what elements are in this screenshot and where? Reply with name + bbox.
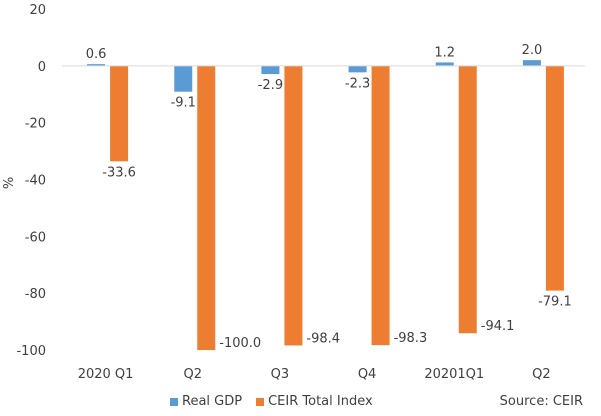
data-label-ceir: -79.1	[538, 295, 572, 310]
y-tick-label: -40	[25, 174, 46, 189]
data-label-real-gdp: -9.1	[171, 96, 196, 111]
data-label-ceir: -100.0	[219, 336, 261, 351]
x-tick-label: Q2	[532, 367, 551, 382]
y-tick-label: -20	[25, 117, 46, 132]
legend-item-real-gdp: Real GDP	[170, 394, 242, 409]
bar-ceir	[110, 65, 129, 162]
x-axis-ticks: 2020 Q1 Q2 Q3 Q4 20201Q1 Q2	[78, 367, 551, 382]
bar-real-gdp	[348, 65, 367, 73]
data-label-ceir: -33.6	[102, 165, 136, 180]
y-tick-label: 0	[38, 60, 46, 75]
data-label-real-gdp: -2.3	[345, 76, 370, 91]
y-axis-label: %	[2, 177, 17, 189]
bar-ceir	[284, 65, 303, 346]
legend-swatch-real-gdp	[170, 397, 178, 406]
y-tick-label: -60	[25, 230, 46, 245]
legend-item-ceir: CEIR Total Index	[256, 394, 373, 409]
bars	[87, 60, 564, 350]
x-tick-label: Q3	[271, 367, 290, 382]
source-note: Source: CEIR	[499, 394, 583, 409]
y-tick-label: 20	[29, 3, 46, 18]
bar-real-gdp	[174, 65, 193, 92]
x-tick-label: 20201Q1	[424, 367, 484, 382]
data-label-ceir: -98.3	[394, 331, 428, 346]
data-label-real-gdp: 0.6	[86, 47, 107, 62]
bar-ceir	[371, 65, 390, 346]
legend: Real GDP CEIR Total Index	[170, 394, 387, 409]
data-label-ceir: -98.4	[306, 331, 340, 346]
data-labels: 0.6 -33.6 -9.1 -100.0 -2.9 -98.4 -2.3 -98.3 1.2 -…	[86, 43, 572, 351]
bar-chart: % 20 0 -20 -40 -60 -80 -100 2020 Q1 Q2 Q3 Q4 20201…	[2, 3, 585, 382]
x-tick-label: Q4	[358, 367, 377, 382]
bar-real-gdp	[522, 60, 541, 66]
data-label-real-gdp: 1.2	[434, 45, 455, 60]
x-tick-label: Q2	[183, 367, 202, 382]
legend-label-ceir: CEIR Total Index	[268, 394, 373, 409]
bar-real-gdp	[435, 62, 454, 66]
data-label-ceir: -94.1	[481, 319, 515, 334]
data-label-real-gdp: -2.9	[258, 78, 283, 93]
bar-real-gdp	[87, 64, 106, 66]
bar-ceir	[458, 65, 477, 334]
legend-label-real-gdp: Real GDP	[182, 394, 243, 409]
bar-real-gdp	[261, 65, 280, 75]
data-label-real-gdp: 2.0	[522, 43, 543, 58]
x-tick-label: 2020 Q1	[78, 367, 134, 382]
y-tick-label: -100	[16, 344, 46, 359]
bar-ceir	[545, 65, 564, 291]
bar-ceir	[197, 65, 216, 350]
y-axis-ticks: 20 0 -20 -40 -60 -80 -100	[16, 3, 46, 359]
legend-swatch-ceir	[256, 397, 265, 406]
y-tick-label: -80	[25, 287, 46, 302]
